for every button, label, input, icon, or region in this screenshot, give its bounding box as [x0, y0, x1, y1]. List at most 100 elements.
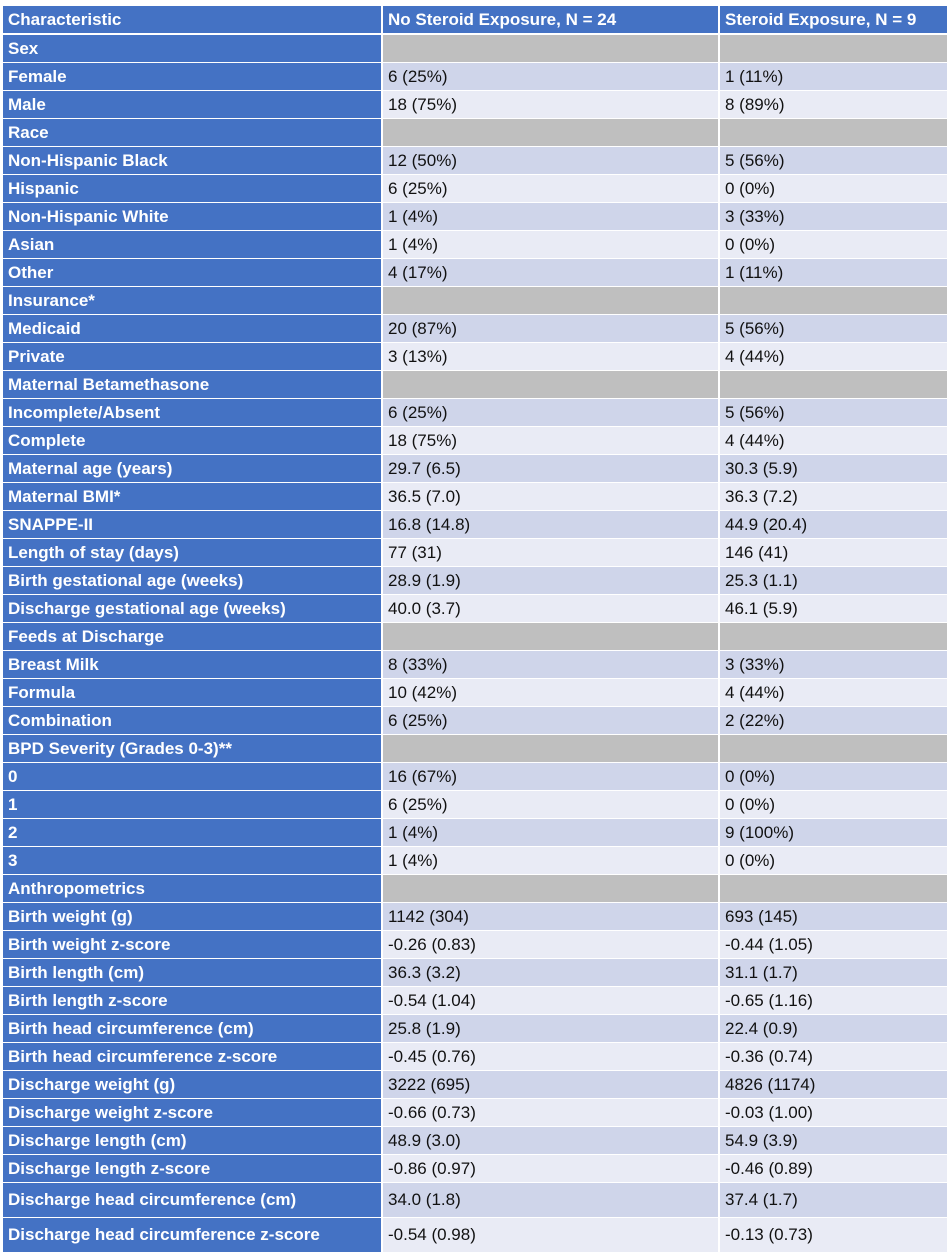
cell-steroid: -0.03 (1.00) [718, 1098, 947, 1127]
cell-steroid: 9 (100%) [718, 818, 947, 847]
cell-no-steroid: -0.54 (0.98) [381, 1217, 719, 1253]
table-row: Discharge head circumference (cm) 34.0 (1… [3, 1182, 947, 1218]
table-row: Discharge length z-score -0.86 (0.97) -0.4… [3, 1154, 947, 1183]
cell-no-steroid: 6 (25%) [381, 706, 719, 735]
section-label: Anthropometrics [3, 874, 382, 903]
row-label: Discharge length (cm) [3, 1126, 382, 1155]
cell-steroid: 1 (11%) [718, 62, 947, 91]
cell-no-steroid: 3222 (695) [381, 1070, 719, 1099]
section-filler-cell [381, 370, 719, 399]
row-label: 0 [3, 762, 382, 791]
table-row: Discharge length (cm) 48.9 (3.0) 54.9 (3.9… [3, 1126, 947, 1155]
characteristics-table: Characteristic No Steroid Exposure, N = … [3, 6, 947, 1253]
row-label: Hispanic [3, 174, 382, 203]
cell-steroid: 44.9 (20.4) [718, 510, 947, 539]
row-label: Combination [3, 706, 382, 735]
cell-steroid: -0.65 (1.16) [718, 986, 947, 1015]
section-label: Maternal Betamethasone [3, 370, 382, 399]
cell-steroid: 25.3 (1.1) [718, 566, 947, 595]
table-row: Discharge head circumference z-score -0.5… [3, 1217, 947, 1253]
cell-steroid: 0 (0%) [718, 230, 947, 259]
table-row: Birth head circumference (cm) 25.8 (1.9) 2… [3, 1014, 947, 1043]
cell-no-steroid: -0.45 (0.76) [381, 1042, 719, 1071]
section-filler-cell [718, 370, 947, 399]
section-filler-cell [381, 286, 719, 315]
cell-no-steroid: 36.5 (7.0) [381, 482, 719, 511]
cell-no-steroid: 1 (4%) [381, 818, 719, 847]
cell-no-steroid: -0.86 (0.97) [381, 1154, 719, 1183]
row-label: Discharge gestational age (weeks) [3, 594, 382, 623]
table-row: Discharge weight (g) 3222 (695) 4826 (1174… [3, 1070, 947, 1099]
cell-no-steroid: 6 (25%) [381, 790, 719, 819]
row-label: Complete [3, 426, 382, 455]
row-label: Other [3, 258, 382, 287]
cell-steroid: -0.13 (0.73) [718, 1217, 947, 1253]
row-label: Birth head circumference (cm) [3, 1014, 382, 1043]
table-row: Hispanic 6 (25%) 0 (0%) [3, 174, 947, 203]
cell-steroid: 1 (11%) [718, 258, 947, 287]
cell-no-steroid: 16 (67%) [381, 762, 719, 791]
cell-steroid: 5 (56%) [718, 398, 947, 427]
cell-steroid: 4826 (1174) [718, 1070, 947, 1099]
characteristics-table-container: Characteristic No Steroid Exposure, N = … [3, 6, 947, 1253]
row-label: Birth length z-score [3, 986, 382, 1015]
table-row: Complete 18 (75%) 4 (44%) [3, 426, 947, 455]
row-label: Discharge length z-score [3, 1154, 382, 1183]
section-filler-cell [718, 286, 947, 315]
cell-no-steroid: 16.8 (14.8) [381, 510, 719, 539]
section-filler-cell [718, 874, 947, 903]
row-label: Birth weight z-score [3, 930, 382, 959]
cell-no-steroid: -0.54 (1.04) [381, 986, 719, 1015]
table-row: Incomplete/Absent 6 (25%) 5 (56%) [3, 398, 947, 427]
table-row: 0 16 (67%) 0 (0%) [3, 762, 947, 791]
section-filler-cell [718, 622, 947, 651]
section-row: BPD Severity (Grades 0-3)** [3, 734, 947, 763]
table-row: Other 4 (17%) 1 (11%) [3, 258, 947, 287]
row-label: Non-Hispanic White [3, 202, 382, 231]
table-row: Length of stay (days) 77 (31) 146 (41) [3, 538, 947, 567]
row-label: Female [3, 62, 382, 91]
cell-steroid: 693 (145) [718, 902, 947, 931]
section-label: Sex [3, 34, 382, 63]
cell-no-steroid: 6 (25%) [381, 174, 719, 203]
section-row: Feeds at Discharge [3, 622, 947, 651]
cell-no-steroid: 34.0 (1.8) [381, 1182, 719, 1218]
table-row: Non-Hispanic Black 12 (50%) 5 (56%) [3, 146, 947, 175]
cell-no-steroid: 48.9 (3.0) [381, 1126, 719, 1155]
table-row: Combination 6 (25%) 2 (22%) [3, 706, 947, 735]
table-body: Sex Female 6 (25%) 1 (11%) Male 18 (75%) 8 (89… [3, 34, 947, 1253]
section-label: Insurance* [3, 286, 382, 315]
section-row: Sex [3, 34, 947, 63]
cell-steroid: 5 (56%) [718, 314, 947, 343]
row-label: Birth weight (g) [3, 902, 382, 931]
cell-steroid: 4 (44%) [718, 426, 947, 455]
cell-no-steroid: 1142 (304) [381, 902, 719, 931]
row-label: Birth head circumference z-score [3, 1042, 382, 1071]
section-filler-cell [381, 622, 719, 651]
row-label: Maternal BMI* [3, 482, 382, 511]
header-steroid-exposure: Steroid Exposure, N = 9 [718, 6, 947, 35]
cell-steroid: 0 (0%) [718, 790, 947, 819]
section-filler-cell [718, 34, 947, 63]
row-label: 3 [3, 846, 382, 875]
cell-steroid: 4 (44%) [718, 342, 947, 371]
cell-steroid: 4 (44%) [718, 678, 947, 707]
row-label: Birth gestational age (weeks) [3, 566, 382, 595]
cell-no-steroid: 10 (42%) [381, 678, 719, 707]
section-label: BPD Severity (Grades 0-3)** [3, 734, 382, 763]
cell-steroid: 46.1 (5.9) [718, 594, 947, 623]
table-row: Non-Hispanic White 1 (4%) 3 (33%) [3, 202, 947, 231]
table-row: Maternal BMI* 36.5 (7.0) 36.3 (7.2) [3, 482, 947, 511]
table-row: Discharge weight z-score -0.66 (0.73) -0.0… [3, 1098, 947, 1127]
cell-no-steroid: 77 (31) [381, 538, 719, 567]
cell-no-steroid: 36.3 (3.2) [381, 958, 719, 987]
table-row: Female 6 (25%) 1 (11%) [3, 62, 947, 91]
table-row: Maternal age (years) 29.7 (6.5) 30.3 (5.9) [3, 454, 947, 483]
section-row: Insurance* [3, 286, 947, 315]
cell-steroid: 146 (41) [718, 538, 947, 567]
cell-no-steroid: 25.8 (1.9) [381, 1014, 719, 1043]
cell-steroid: 3 (33%) [718, 202, 947, 231]
cell-no-steroid: 12 (50%) [381, 146, 719, 175]
